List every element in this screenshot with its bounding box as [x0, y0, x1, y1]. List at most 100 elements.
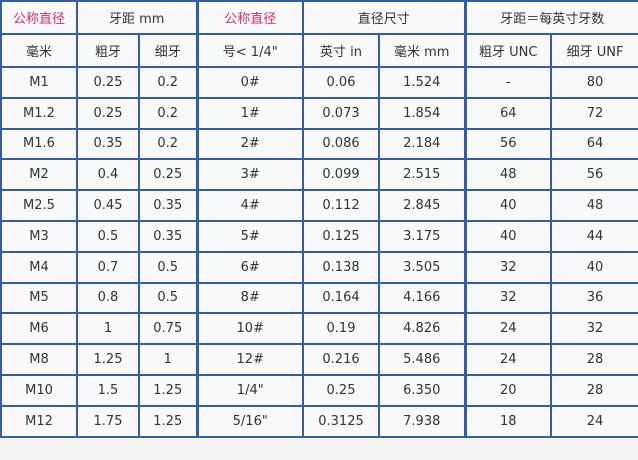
table-cell: 6#: [195, 250, 304, 284]
table-cell: 1#: [195, 96, 304, 130]
table-cell: M2: [0, 158, 78, 192]
table-cell: 0.45: [76, 189, 140, 222]
table-cell: 1/4": [195, 373, 304, 407]
table-cell: 0.35: [138, 189, 198, 222]
table-cell: M1.2: [0, 96, 78, 130]
header-row-2: 毫米 粗牙 细牙 号< 1/4" 英寸 in 毫米 mm 粗牙 UNC 细牙 UNF: [0, 33, 638, 68]
table-cell: 56: [463, 127, 553, 161]
column-header: 毫米 mm: [377, 33, 467, 68]
table-cell: 0.25: [76, 66, 140, 99]
table-cell: 0.35: [138, 219, 198, 253]
table-cell: 32: [463, 281, 553, 315]
table-cell: 0.138: [302, 250, 380, 284]
table-cell: 1.25: [76, 343, 140, 376]
table-row: M3 0.5 0.35 5# 0.125 3.175 40 44: [0, 219, 638, 253]
table-cell: 2.184: [377, 127, 467, 161]
table-cell: M8: [0, 343, 78, 376]
header-pitch-mm: 牙距 mm: [76, 0, 198, 35]
table-cell: 24: [550, 404, 638, 438]
table-cell: 0.164: [302, 281, 380, 315]
header-row-1: 公称直径 牙距 mm 公称直径 直径尺寸 牙距＝每英寸牙数: [0, 0, 638, 35]
table-cell: M6: [0, 312, 78, 346]
table-cell: 0.25: [76, 96, 140, 130]
table-cell: 1.854: [377, 96, 467, 130]
table-cell: 1.5: [76, 373, 140, 407]
table-cell: 4.166: [377, 281, 467, 315]
table-row: M1.6 0.35 0.2 2# 0.086 2.184 56 64: [0, 127, 638, 161]
table-cell: 40: [463, 189, 553, 222]
header-nominal-metric: 公称直径: [0, 0, 78, 35]
table-cell: 5#: [195, 219, 304, 253]
table-cell: 0.06: [302, 66, 380, 99]
table-cell: 44: [550, 219, 638, 253]
table-cell: 0.75: [138, 312, 198, 346]
table-row: M6 1 0.75 10# 0.19 4.826 24 32: [0, 312, 638, 346]
table-row: M1 0.25 0.2 0# 0.06 1.524-80: [0, 66, 638, 99]
column-header: 粗牙: [76, 33, 140, 68]
table-cell: 8#: [195, 281, 304, 315]
table-cell: 4.826: [377, 312, 467, 346]
table-cell: 72: [550, 96, 638, 130]
table-cell: 0.25: [138, 158, 198, 192]
table-cell: 1: [76, 312, 140, 346]
table-cell: 6.350: [377, 373, 467, 407]
table-cell: 28: [550, 343, 638, 376]
table-cell: 64: [463, 96, 553, 130]
table-cell: 0.2: [138, 96, 198, 130]
table-cell: 0.3125: [302, 404, 380, 438]
table-cell: M10: [0, 373, 78, 407]
table-cell: 0.19: [302, 312, 380, 346]
table-cell: 0.099: [302, 158, 380, 192]
column-header: 英寸 in: [302, 33, 380, 68]
table-cell: 56: [550, 158, 638, 192]
table-cell: 48: [463, 158, 553, 192]
table-cell: 28: [550, 373, 638, 407]
table-cell: 5.486: [377, 343, 467, 376]
table-cell: 2.845: [377, 189, 467, 222]
header-nominal-inch: 公称直径: [195, 0, 304, 35]
table-cell: 1.25: [138, 404, 198, 438]
table-cell: 1: [138, 343, 198, 376]
table-cell: 0.35: [76, 127, 140, 161]
table-cell: 0.2: [138, 66, 198, 99]
table-cell: 3.175: [377, 219, 467, 253]
table-cell: 0.112: [302, 189, 380, 222]
table-cell: 3.505: [377, 250, 467, 284]
table-cell: 2.515: [377, 158, 467, 192]
table-cell: 64: [550, 127, 638, 161]
table-cell: 0.216: [302, 343, 380, 376]
table-cell: 18: [463, 404, 553, 438]
table-cell: 0.086: [302, 127, 380, 161]
table-row: M8 1.25 1 12# 0.216 5.486 24 28: [0, 343, 638, 376]
table-cell: 36: [550, 281, 638, 315]
table-cell: -: [463, 66, 553, 99]
table-cell: M1: [0, 66, 78, 99]
table-cell: 24: [463, 312, 553, 346]
table-row: M2 0.4 0.25 3# 0.099 2.515 48 56: [0, 158, 638, 192]
table-cell: M2.5: [0, 189, 78, 222]
table-cell: 0.125: [302, 219, 380, 253]
table-cell: 10#: [195, 312, 304, 346]
table-cell: 4#: [195, 189, 304, 222]
table-cell: 0.25: [302, 373, 380, 407]
table-cell: 7.938: [377, 404, 467, 438]
column-header: 毫米: [0, 33, 78, 68]
table-cell: 0.073: [302, 96, 380, 130]
table-cell: 0.4: [76, 158, 140, 192]
table-cell: 0#: [195, 66, 304, 99]
table-cell: 0.8: [76, 281, 140, 315]
table-cell: 0.7: [76, 250, 140, 284]
column-header: 粗牙 UNC: [463, 33, 553, 68]
header-diameter: 直径尺寸: [301, 0, 467, 35]
table-cell: 3#: [195, 158, 304, 192]
column-header: 细牙 UNF: [550, 33, 638, 68]
table-cell: 1.524: [377, 66, 467, 99]
table-cell: M12: [0, 404, 78, 438]
table-row: M2.5 0.45 0.35 4# 0.112 2.845 40 48: [0, 189, 638, 222]
table-cell: M1.6: [0, 127, 78, 161]
header-tpi: 牙距＝每英寸牙数: [463, 0, 638, 35]
column-header: 细牙: [138, 33, 198, 68]
table-cell: 2#: [195, 127, 304, 161]
table-cell: 5/16": [195, 404, 304, 438]
table-cell: 32: [463, 250, 553, 284]
